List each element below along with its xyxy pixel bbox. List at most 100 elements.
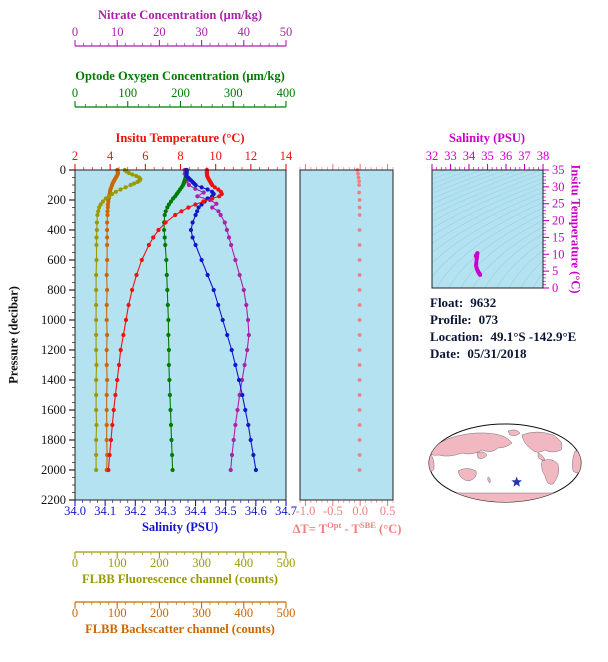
series-fluorescence-point	[135, 179, 140, 185]
series-backscatter-point	[104, 392, 109, 398]
series-salinity-point	[248, 437, 253, 443]
series-oxygen-point	[165, 302, 170, 308]
series-temperature-point	[179, 209, 184, 214]
tick-label: 2000	[41, 463, 66, 477]
delta-t-axis: -1.0 -0.5 0.0 0.5	[296, 500, 395, 518]
date-value: 05/31/2018	[467, 346, 527, 361]
series-delta-t-point	[357, 318, 362, 322]
isopycnal-line	[432, 170, 508, 199]
series-fluorescence-point	[94, 392, 99, 398]
series-backscatter-point	[104, 407, 109, 413]
series-salinity-point	[205, 272, 210, 278]
series-nitrate-point	[193, 186, 198, 191]
float-info-row: Float: 9632	[430, 294, 576, 311]
series-fluorescence-point	[94, 257, 99, 263]
series-nitrate-point	[226, 235, 232, 240]
series-temperature-point	[108, 437, 114, 443]
isopycnal-line	[508, 250, 543, 288]
series-salinity-point	[190, 220, 195, 225]
tick-label: 500	[277, 556, 296, 570]
tick-label: 8	[177, 149, 183, 163]
tick-label: 300	[192, 556, 211, 570]
series-fluorescence-point	[94, 422, 99, 428]
series-backscatter-point	[104, 302, 109, 308]
series-backscatter-point	[104, 422, 109, 428]
series-salinity-point	[193, 182, 198, 188]
float-info-row: Profile: 073	[430, 311, 576, 328]
series-fluorescence-point	[97, 205, 102, 210]
series-temperature-point	[146, 242, 151, 248]
isopycnal-line	[432, 173, 543, 223]
tick-label: 200	[150, 556, 169, 570]
series-temperature-point	[201, 199, 206, 204]
series-salinity-point	[246, 422, 251, 428]
series-delta-t-point	[357, 205, 362, 210]
tick-label: 34	[463, 149, 476, 163]
series-fluorescence-point	[132, 181, 137, 186]
series-fluorescence-point	[106, 194, 111, 199]
series-nitrate-point	[245, 347, 250, 353]
series-fluorescence-point	[94, 317, 99, 323]
series-oxygen-point	[165, 287, 170, 293]
series-oxygen-point	[168, 199, 174, 204]
tick-label: 50	[280, 25, 293, 39]
tick-label: -1.0	[296, 504, 316, 518]
tick-label: 37	[518, 149, 531, 163]
series-oxygen-point	[167, 392, 172, 398]
salinity-axis: 34.0 34.1 34.2 34.3 34.4 34.5 34.6 34.7	[64, 500, 297, 518]
series-fluorescence-point	[94, 347, 99, 353]
series-salinity-point	[229, 347, 234, 353]
isopycnal-line	[432, 177, 543, 229]
series-oxygen-point	[168, 422, 174, 428]
series-delta-t-point	[357, 213, 362, 217]
series-nitrate-point	[242, 362, 247, 368]
temperature-axis-title: Insitu Temperature (°C)	[115, 131, 245, 145]
series-oxygen-point	[166, 332, 171, 338]
tick-label: 1800	[41, 433, 66, 447]
series-salinity-point	[240, 392, 245, 398]
delta-plot-bg	[300, 170, 393, 500]
series-delta-t-point	[357, 333, 362, 337]
tick-label: 15	[552, 230, 565, 244]
series-backscatter-point	[104, 347, 109, 353]
series-temperature-point	[106, 467, 111, 473]
tick-label: 0	[72, 86, 78, 100]
series-salinity-point	[233, 362, 238, 368]
series-fluorescence-point	[110, 191, 115, 197]
series-backscatter-point	[105, 212, 110, 218]
tick-label: 10	[209, 149, 222, 163]
tick-label: 4	[107, 149, 114, 163]
series-backscatter-point	[105, 332, 110, 338]
series-fluorescence-point	[94, 332, 99, 338]
tick-label: 300	[224, 86, 243, 100]
isopycnal-line	[532, 272, 543, 288]
series-temperature-point	[139, 257, 144, 263]
tick-label: 100	[118, 86, 137, 100]
title-part: - T	[341, 522, 360, 537]
series-nitrate-point	[229, 452, 235, 458]
series-backscatter-point	[105, 377, 110, 383]
series-temperature-point	[217, 194, 222, 199]
title-part: ΔT= T	[292, 522, 328, 537]
nitrate-axis: 0 10 20 30 40 50	[72, 25, 293, 47]
series-salinity-point	[220, 317, 225, 323]
series-temperature-point	[134, 272, 139, 278]
series-fluorescence-point	[118, 187, 123, 192]
tick-label: 34.1	[94, 504, 116, 518]
tick-label: 34.0	[64, 504, 86, 518]
series-fluorescence-point	[94, 235, 99, 240]
float-value: 9632	[470, 295, 497, 310]
isopycnal-line	[432, 170, 532, 210]
land-mass	[457, 468, 477, 482]
series-temperature-point	[173, 212, 178, 218]
series-oxygen-point	[171, 196, 176, 201]
tick-label: 200	[150, 606, 169, 620]
series-nitrate-point	[246, 332, 251, 338]
series-backscatter-point	[105, 242, 110, 248]
series-nitrate-point	[245, 317, 251, 323]
float-info: Float: 9632 Profile: 073 Location: 49.1°S -…	[430, 294, 576, 362]
series-backscatter-point	[105, 257, 110, 263]
series-salinity-point	[236, 377, 242, 383]
tick-label: 20	[153, 25, 166, 39]
tick-label: 0	[72, 25, 78, 39]
